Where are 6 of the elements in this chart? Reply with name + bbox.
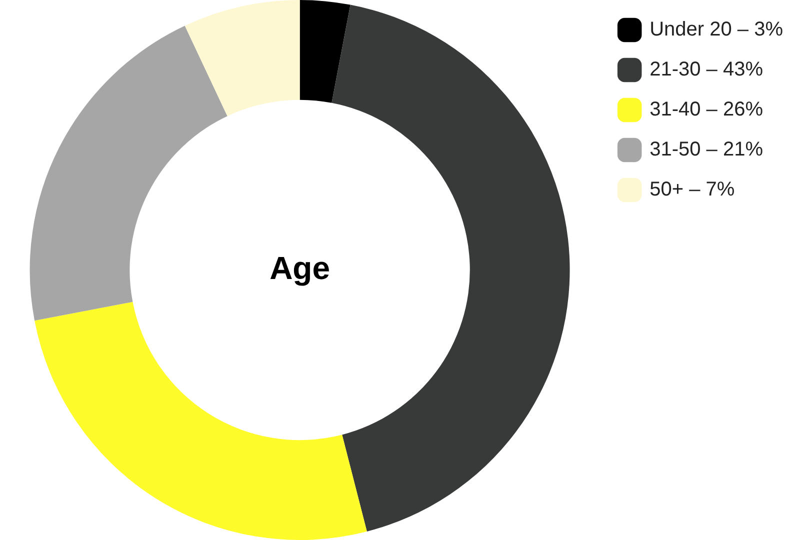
legend-label: 50+ – 7% (650, 178, 735, 201)
legend-label: 31-40 – 26% (650, 98, 764, 121)
text: Age (270, 250, 330, 286)
legend-label: 31-50 – 21% (650, 138, 764, 161)
legend-label: Under 20 – 3% (650, 18, 784, 41)
legend-label: 21-30 – 43% (650, 58, 764, 81)
